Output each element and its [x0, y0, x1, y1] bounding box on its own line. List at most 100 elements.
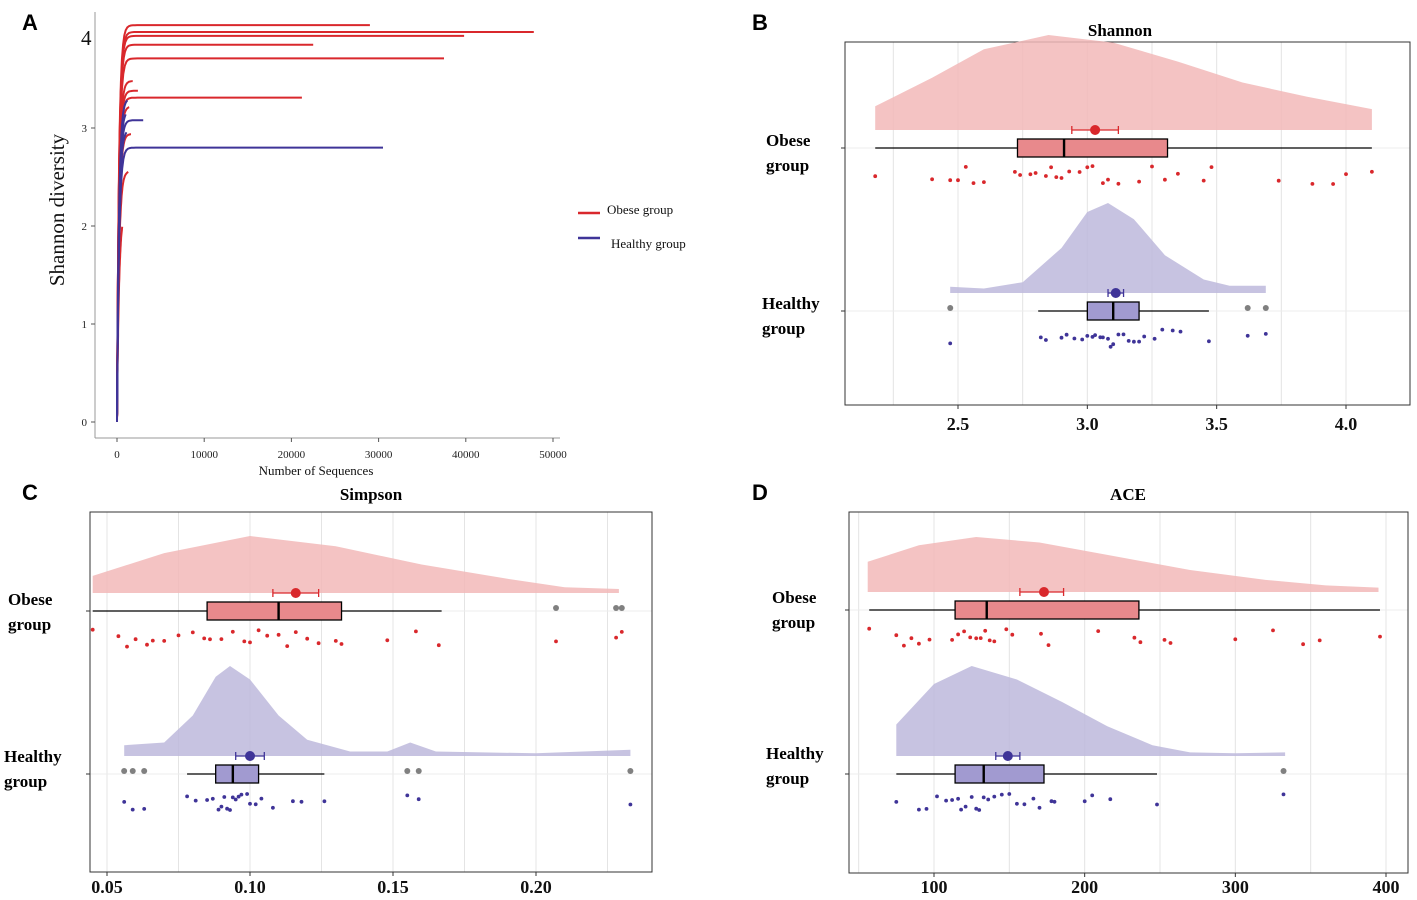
- group-label-healthy-line2: group: [762, 319, 805, 338]
- data-point: [1176, 171, 1180, 176]
- data-point: [873, 174, 878, 179]
- outlier-point: [129, 768, 136, 774]
- data-point: [894, 800, 899, 804]
- density-healthy: [950, 203, 1266, 293]
- data-point: [1085, 165, 1090, 170]
- data-point: [205, 798, 210, 802]
- data-point: [1007, 792, 1012, 796]
- outlier-point: [613, 605, 620, 611]
- data-point: [1046, 643, 1051, 647]
- data-point: [233, 797, 238, 802]
- data-point: [271, 805, 275, 810]
- outlier-point: [404, 768, 411, 774]
- data-point: [1155, 802, 1159, 807]
- data-point: [242, 639, 247, 644]
- group-label-obese-line1: Obese: [8, 590, 53, 609]
- density-healthy: [124, 666, 631, 756]
- data-point: [1101, 181, 1105, 186]
- legend-label-healthy: Healthy group: [611, 236, 686, 251]
- x-tick-label: 40000: [452, 449, 480, 461]
- data-point: [1093, 333, 1097, 337]
- mean-point: [290, 588, 301, 598]
- data-point: [1108, 344, 1113, 349]
- data-point: [971, 181, 976, 186]
- data-point: [999, 792, 1004, 797]
- data-point: [1209, 165, 1214, 170]
- density-obese: [92, 536, 619, 593]
- data-point: [1037, 805, 1042, 810]
- data-point: [265, 633, 270, 638]
- data-point: [259, 796, 264, 801]
- x-tick-label: 4.0: [1335, 414, 1358, 434]
- box-healthy: [954, 764, 1045, 784]
- data-point: [963, 165, 968, 169]
- data-point: [1044, 338, 1048, 342]
- data-point: [1168, 641, 1173, 645]
- data-point: [867, 626, 872, 631]
- data-point: [1137, 339, 1141, 344]
- y-tick-label: 0: [82, 417, 88, 429]
- data-point: [1018, 173, 1022, 177]
- data-point: [1170, 328, 1175, 333]
- data-point: [1163, 177, 1167, 182]
- shannon-raincloud: 2.5 3.0 3.5 4.0: [841, 35, 1411, 434]
- data-point: [978, 636, 983, 640]
- y-tick-label: 2: [82, 221, 88, 233]
- data-point: [1108, 797, 1113, 802]
- density-healthy: [896, 666, 1286, 756]
- data-point: [969, 795, 974, 799]
- data-point: [1370, 169, 1374, 174]
- rarefaction-line: [116, 146, 383, 422]
- data-point: [1077, 170, 1082, 174]
- data-point: [150, 638, 155, 643]
- x-tick-label: 300: [1222, 877, 1249, 897]
- data-point: [1142, 334, 1147, 339]
- data-point: [1233, 637, 1238, 642]
- data-point: [385, 638, 390, 643]
- data-point: [950, 798, 954, 802]
- data-point: [1160, 327, 1165, 332]
- data-point: [992, 794, 997, 799]
- outlier-point: [1280, 768, 1287, 774]
- data-point: [185, 794, 190, 799]
- data-point: [162, 639, 167, 643]
- data-point: [125, 644, 129, 649]
- mean-point: [1038, 587, 1049, 597]
- data-point: [935, 794, 939, 799]
- plot-frame: [844, 41, 1411, 406]
- data-point: [1033, 171, 1038, 175]
- ace-raincloud: 100 200 300 400: [845, 511, 1409, 897]
- data-point: [133, 637, 138, 642]
- mean-point: [1090, 125, 1101, 135]
- chart-title-ace: ACE: [1110, 485, 1146, 504]
- data-point: [1096, 629, 1101, 633]
- outlier-point: [121, 768, 128, 774]
- data-point: [628, 802, 633, 807]
- data-point: [1106, 336, 1110, 341]
- y-axis-label: Shannon diversity: [45, 133, 69, 286]
- mean-point: [1002, 751, 1013, 761]
- group-label-obese-line1: Obese: [772, 588, 817, 607]
- data-point: [959, 807, 963, 812]
- data-point: [130, 807, 135, 812]
- data-point: [333, 639, 338, 643]
- data-point: [176, 633, 181, 638]
- group-label-obese-line1: Obese: [766, 131, 811, 150]
- group-label-healthy-line2: group: [4, 772, 47, 791]
- data-point: [1038, 335, 1043, 340]
- data-point: [1010, 632, 1015, 637]
- data-point: [554, 639, 558, 644]
- outlier-point: [415, 768, 422, 774]
- panel-a-axes: 0 10000 20000 30000 40000 50000 0 1 2 3: [82, 12, 567, 461]
- data-point: [1245, 333, 1250, 338]
- data-point: [948, 341, 953, 346]
- data-point: [917, 641, 921, 646]
- data-point: [1331, 182, 1335, 186]
- data-point: [1028, 172, 1033, 177]
- x-tick-label: 30000: [365, 449, 393, 461]
- data-point: [1207, 339, 1211, 344]
- x-tick-label: 0.20: [520, 877, 552, 897]
- simpson-raincloud: 0.05 0.10 0.15 0.20: [86, 511, 653, 897]
- data-point: [974, 636, 979, 641]
- data-point: [1344, 172, 1348, 177]
